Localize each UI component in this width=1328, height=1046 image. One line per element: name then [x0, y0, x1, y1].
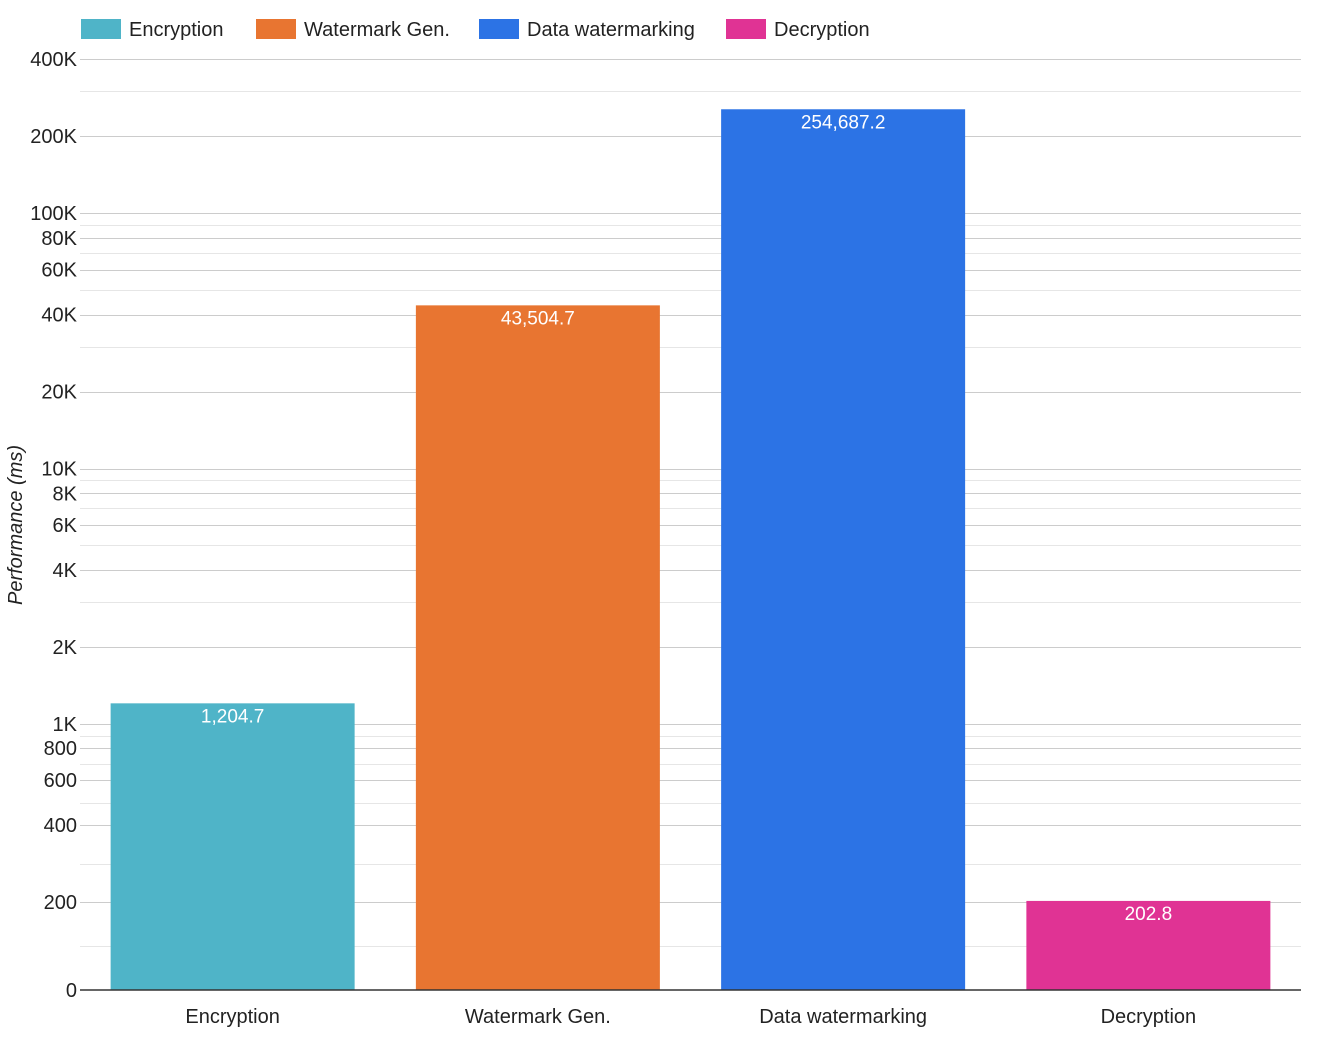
legend-label: Data watermarking	[527, 19, 695, 41]
data-labels: 1,204.7 43,504.7 254,687.2 202.8	[201, 112, 1172, 925]
y-tick-label: 200	[44, 892, 77, 914]
bars	[110, 109, 1271, 990]
y-tick-label: 800	[44, 738, 77, 760]
legend-swatch	[479, 19, 519, 39]
y-tick-label: 6K	[53, 515, 78, 537]
legend-item: Decryption	[726, 19, 870, 41]
data-label: 43,504.7	[501, 308, 575, 329]
legend-item: Data watermarking	[479, 19, 695, 41]
y-tick-label: 2K	[53, 637, 78, 659]
bar	[721, 109, 966, 990]
bar	[415, 305, 660, 990]
legend-label: Encryption	[129, 19, 224, 41]
y-tick-label: 100K	[30, 203, 77, 225]
legend-swatch	[726, 19, 766, 39]
y-tick-label: 4K	[53, 560, 78, 582]
legend-swatch	[81, 19, 121, 39]
y-tick-label: 80K	[41, 228, 77, 250]
y-axis-title: Performance (ms)	[5, 445, 27, 605]
legend: Encryption Watermark Gen. Data watermarkin…	[81, 19, 870, 41]
bar	[1026, 900, 1271, 990]
y-tick-label: 600	[44, 770, 77, 792]
y-tick-label: 10K	[41, 459, 77, 481]
legend-item: Encryption	[81, 19, 224, 41]
x-category-label: Encryption	[185, 1006, 280, 1028]
legend-swatch	[256, 19, 296, 39]
gridlines	[80, 59, 1301, 947]
legend-label: Watermark Gen.	[304, 19, 450, 41]
y-tick-label: 20K	[41, 382, 77, 404]
y-tick-label: 200K	[30, 126, 77, 148]
bar	[110, 703, 355, 990]
data-label: 1,204.7	[201, 706, 264, 727]
y-tick-label: 60K	[41, 260, 77, 282]
y-tick-label: 1K	[53, 714, 78, 736]
legend-item: Watermark Gen.	[256, 19, 450, 41]
x-category-label: Decryption	[1101, 1006, 1197, 1028]
legend-label: Decryption	[774, 19, 870, 41]
data-label: 202.8	[1125, 904, 1173, 925]
x-category-label: Watermark Gen.	[465, 1006, 611, 1028]
y-tick-label: 8K	[53, 483, 78, 505]
x-category-label: Data watermarking	[759, 1006, 927, 1028]
y-tick-label: 40K	[41, 305, 77, 327]
y-tick-label: 0	[66, 980, 77, 1002]
y-tick-label: 400	[44, 815, 77, 837]
y-tick-label: 400K	[30, 49, 77, 71]
data-label: 254,687.2	[801, 112, 886, 133]
x-category-labels: Encryption Watermark Gen. Data watermarkin…	[185, 1006, 1196, 1028]
